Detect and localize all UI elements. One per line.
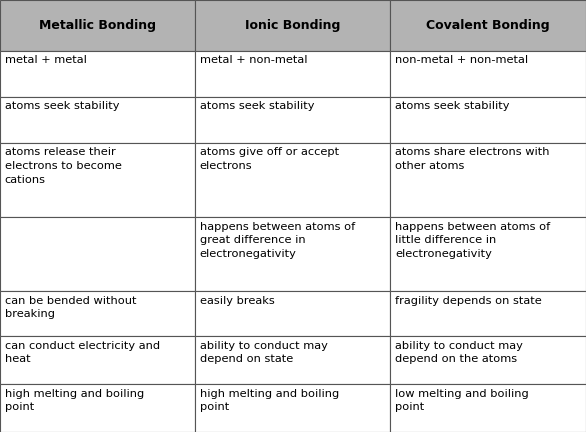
Text: atoms release their
electrons to become
cations: atoms release their electrons to become …	[5, 147, 121, 185]
Bar	[0, 97, 195, 143]
Bar	[390, 97, 586, 143]
Bar	[195, 51, 390, 97]
Text: atoms seek stability: atoms seek stability	[5, 101, 119, 111]
Text: metal + metal: metal + metal	[5, 55, 87, 65]
Bar	[390, 51, 586, 97]
Bar	[390, 384, 586, 432]
Bar	[390, 143, 586, 217]
Text: high melting and boiling
point: high melting and boiling point	[5, 389, 144, 413]
Bar	[195, 291, 390, 337]
Bar	[0, 0, 195, 51]
Text: Ionic Bonding: Ionic Bonding	[245, 19, 340, 32]
Text: non-metal + non-metal: non-metal + non-metal	[395, 55, 528, 65]
Text: atoms seek stability: atoms seek stability	[200, 101, 314, 111]
Text: ability to conduct may
depend on the atoms: ability to conduct may depend on the ato…	[395, 341, 523, 364]
Text: happens between atoms of
little difference in
electronegativity: happens between atoms of little differen…	[395, 222, 550, 259]
Text: atoms seek stability: atoms seek stability	[395, 101, 509, 111]
Text: fragility depends on state: fragility depends on state	[395, 295, 541, 305]
Bar	[0, 217, 195, 291]
Bar	[195, 0, 390, 51]
Text: can conduct electricity and
heat: can conduct electricity and heat	[5, 341, 160, 364]
Text: atoms give off or accept
electrons: atoms give off or accept electrons	[200, 147, 339, 171]
Text: high melting and boiling
point: high melting and boiling point	[200, 389, 339, 413]
Text: Covalent Bonding: Covalent Bonding	[427, 19, 550, 32]
Text: can be bended without
breaking: can be bended without breaking	[5, 295, 136, 319]
Bar	[0, 337, 195, 384]
Bar	[0, 291, 195, 337]
Text: Metallic Bonding: Metallic Bonding	[39, 19, 156, 32]
Text: low melting and boiling
point: low melting and boiling point	[395, 389, 529, 413]
Bar	[195, 143, 390, 217]
Bar	[0, 384, 195, 432]
Bar	[390, 291, 586, 337]
Bar	[0, 143, 195, 217]
Bar	[195, 337, 390, 384]
Bar	[390, 337, 586, 384]
Text: metal + non-metal: metal + non-metal	[200, 55, 307, 65]
Bar	[0, 51, 195, 97]
Bar	[390, 0, 586, 51]
Text: atoms share electrons with
other atoms: atoms share electrons with other atoms	[395, 147, 550, 171]
Text: happens between atoms of
great difference in
electronegativity: happens between atoms of great differenc…	[200, 222, 355, 259]
Text: ability to conduct may
depend on state: ability to conduct may depend on state	[200, 341, 328, 364]
Bar	[390, 217, 586, 291]
Bar	[195, 384, 390, 432]
Text: easily breaks: easily breaks	[200, 295, 275, 305]
Bar	[195, 217, 390, 291]
Bar	[195, 97, 390, 143]
